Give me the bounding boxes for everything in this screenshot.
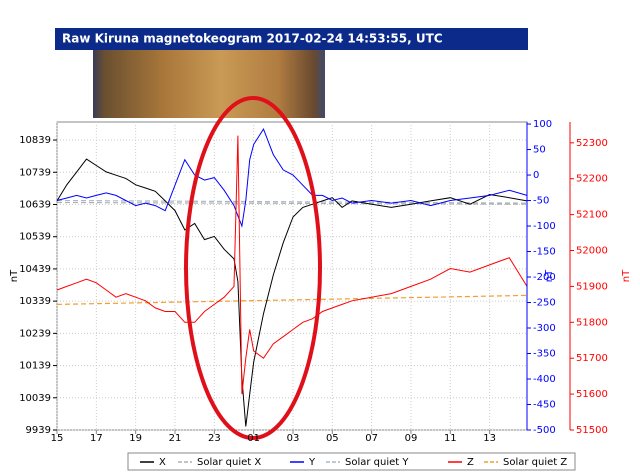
x-tick-label: 07	[365, 433, 378, 444]
x-tick-label: 01	[247, 433, 260, 444]
y-tick-label: 10239	[19, 328, 51, 339]
y3-tick-label: 51600	[576, 389, 608, 400]
x-tick-label: 05	[326, 433, 339, 444]
legend-label: X	[159, 457, 166, 468]
y3-tick-label: 52000	[576, 246, 608, 257]
highlight-ellipse	[184, 96, 322, 440]
y2-tick-label: -450	[533, 400, 556, 411]
y-tick-label: 9939	[26, 425, 51, 436]
y2-tick-label: -200	[533, 272, 556, 283]
legend-label: Y	[308, 457, 316, 468]
y-tick-label: 10639	[19, 199, 51, 210]
legend-label: Solar quiet Y	[345, 457, 409, 468]
y-axis-label: nT	[9, 269, 20, 282]
x-tick-label: 13	[483, 433, 496, 444]
y2-tick-label: 100	[533, 119, 552, 130]
x-tick-label: 11	[444, 433, 457, 444]
chart-title: Raw Kiruna magnetokeogram 2017-02-24 14:…	[62, 32, 443, 46]
y2-tick-label: -500	[533, 425, 556, 436]
legend	[127, 452, 576, 471]
x-tick-label: 03	[287, 433, 300, 444]
series-line	[56, 158, 528, 427]
y-tick-label: 10439	[19, 264, 51, 275]
title-bar	[55, 28, 528, 50]
y3-tick-label: 52300	[576, 138, 608, 149]
y2-tick-label: -250	[533, 298, 556, 309]
x-tick-label: 17	[90, 433, 103, 444]
x-tick-label: 19	[129, 433, 142, 444]
y3-tick-label: 51900	[576, 281, 608, 292]
y-tick-label: 10539	[19, 232, 51, 243]
y3-axis-label: nT	[621, 269, 632, 282]
legend-label: Solar quiet X	[197, 457, 261, 468]
y-tick-label: 10039	[19, 393, 51, 404]
y-tick-label: 10139	[19, 361, 51, 372]
x-tick-label: 21	[169, 433, 182, 444]
y2-tick-label: -100	[533, 221, 556, 232]
y2-tick-label: 50	[533, 145, 546, 156]
y-tick-label: 10339	[19, 296, 51, 307]
y3-tick-label: 52100	[576, 210, 608, 221]
legend-label: Z	[467, 457, 474, 468]
series-line	[56, 127, 528, 228]
plot-frame	[56, 121, 528, 431]
keogram	[93, 50, 325, 118]
series-line	[56, 199, 528, 204]
x-tick-label: 23	[208, 433, 221, 444]
series-line	[56, 201, 528, 205]
y2-tick-label: -300	[533, 323, 556, 334]
y3-tick-label: 51700	[576, 353, 608, 364]
y-tick-label: 10839	[19, 135, 51, 146]
y3-tick-label: 52200	[576, 174, 608, 185]
y-tick-label: 10739	[19, 167, 51, 178]
y2-tick-label: -50	[533, 196, 549, 207]
y2-axis-label: nT	[544, 269, 555, 282]
series-line	[56, 135, 528, 395]
y2-tick-label: -400	[533, 374, 556, 385]
x-tick-label: 15	[51, 433, 64, 444]
legend-label: Solar quiet Z	[503, 457, 567, 468]
y3-tick-label: 51800	[576, 317, 608, 328]
series-line	[56, 294, 528, 305]
y2-tick-label: -150	[533, 247, 556, 258]
y2-tick-label: 0	[533, 170, 539, 181]
x-tick-label: 09	[405, 433, 418, 444]
y2-tick-label: -350	[533, 349, 556, 360]
y3-tick-label: 51500	[576, 425, 608, 436]
